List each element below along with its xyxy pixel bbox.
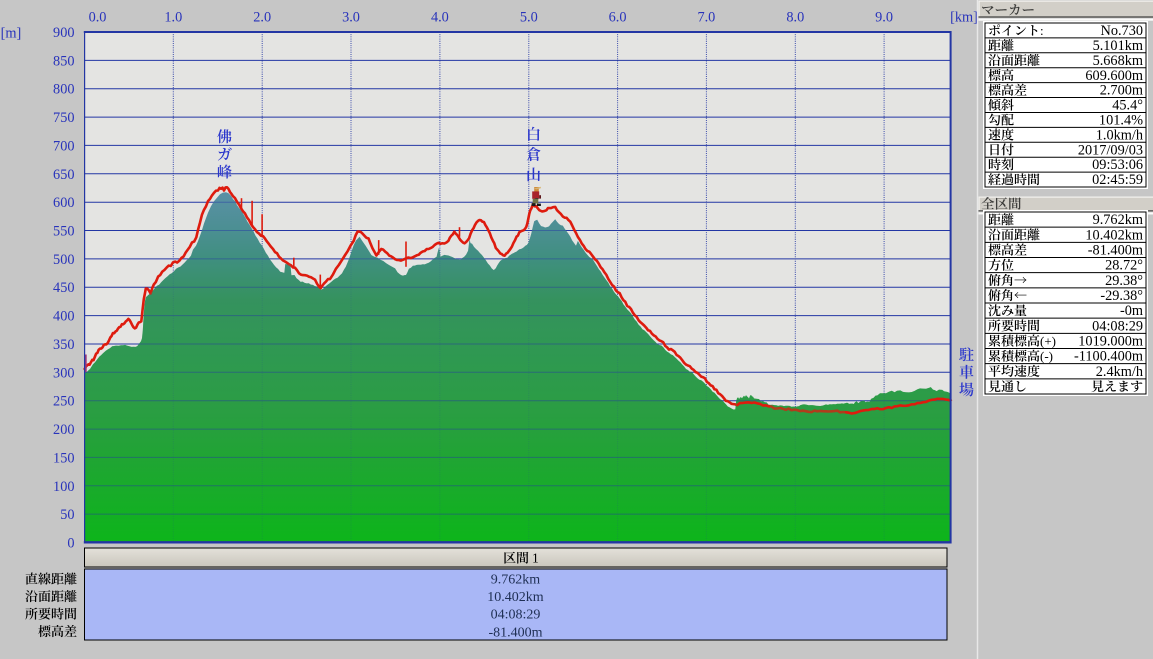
svg-text:300: 300: [53, 365, 74, 381]
svg-text:28.72°: 28.72°: [1105, 258, 1143, 274]
svg-text:3.0: 3.0: [342, 10, 360, 26]
svg-text:10.402km: 10.402km: [487, 590, 544, 605]
svg-text:500: 500: [53, 252, 74, 268]
svg-text:1.0km/h: 1.0km/h: [1096, 127, 1143, 143]
svg-text:1: 1: [532, 551, 539, 566]
svg-text:-29.38°: -29.38°: [1100, 288, 1143, 304]
svg-text:-81.400m: -81.400m: [1088, 243, 1143, 259]
svg-text:1019.000m: 1019.000m: [1078, 334, 1143, 350]
svg-text:650: 650: [53, 167, 74, 183]
svg-text:200: 200: [53, 422, 74, 438]
svg-text:101.4%: 101.4%: [1099, 113, 1143, 129]
svg-text:2.0: 2.0: [253, 10, 271, 26]
svg-text:2.700m: 2.700m: [1100, 83, 1143, 99]
svg-text:0: 0: [67, 536, 74, 552]
svg-text:5.668km: 5.668km: [1093, 53, 1143, 69]
svg-text:(-): (-): [1040, 349, 1053, 364]
svg-text:09:53:06: 09:53:06: [1092, 157, 1143, 173]
svg-text:2.4km/h: 2.4km/h: [1096, 364, 1143, 380]
svg-text:45.4°: 45.4°: [1112, 98, 1143, 114]
svg-text:550: 550: [53, 224, 74, 240]
svg-text:5.101km: 5.101km: [1093, 38, 1143, 54]
svg-text::: :: [1040, 23, 1044, 38]
svg-text:150: 150: [53, 450, 74, 466]
svg-text:5.0: 5.0: [520, 10, 538, 26]
svg-text:10.402km: 10.402km: [1085, 227, 1143, 243]
svg-text:-81.400m: -81.400m: [488, 625, 542, 640]
svg-text:600: 600: [53, 195, 74, 211]
svg-text:1.0: 1.0: [164, 10, 182, 26]
svg-text:250: 250: [53, 394, 74, 410]
svg-text:50: 50: [60, 507, 74, 523]
svg-text:04:08:29: 04:08:29: [491, 608, 541, 623]
svg-text:[km]: [km]: [950, 10, 978, 26]
svg-text:04:08:29: 04:08:29: [1092, 318, 1143, 334]
svg-text:100: 100: [53, 479, 74, 495]
svg-text:750: 750: [53, 110, 74, 126]
svg-text:9.0: 9.0: [875, 10, 893, 26]
svg-text:400: 400: [53, 309, 74, 325]
svg-text:9.762km: 9.762km: [1093, 212, 1143, 228]
svg-text:800: 800: [53, 82, 74, 98]
svg-text:700: 700: [53, 138, 74, 154]
svg-text:609.600m: 609.600m: [1085, 68, 1143, 84]
svg-text:350: 350: [53, 337, 74, 353]
svg-text:2017/09/03: 2017/09/03: [1078, 142, 1143, 158]
svg-text:850: 850: [53, 53, 74, 69]
svg-text:9.762km: 9.762km: [491, 572, 541, 587]
svg-text:-1100.400m: -1100.400m: [1074, 349, 1143, 365]
svg-text:-0m: -0m: [1120, 303, 1143, 319]
svg-text:No.730: No.730: [1101, 23, 1144, 39]
svg-text:6.0: 6.0: [609, 10, 627, 26]
svg-text:(+): (+): [1040, 334, 1056, 349]
svg-text:[m]: [m]: [1, 26, 22, 42]
svg-text:7.0: 7.0: [697, 10, 715, 26]
svg-text:29.38°: 29.38°: [1105, 273, 1143, 289]
svg-text:900: 900: [53, 25, 74, 41]
svg-text:4.0: 4.0: [431, 10, 449, 26]
svg-text:02:45:59: 02:45:59: [1092, 172, 1143, 188]
svg-text:0.0: 0.0: [89, 10, 107, 26]
svg-text:8.0: 8.0: [786, 10, 804, 26]
svg-text:450: 450: [53, 280, 74, 296]
